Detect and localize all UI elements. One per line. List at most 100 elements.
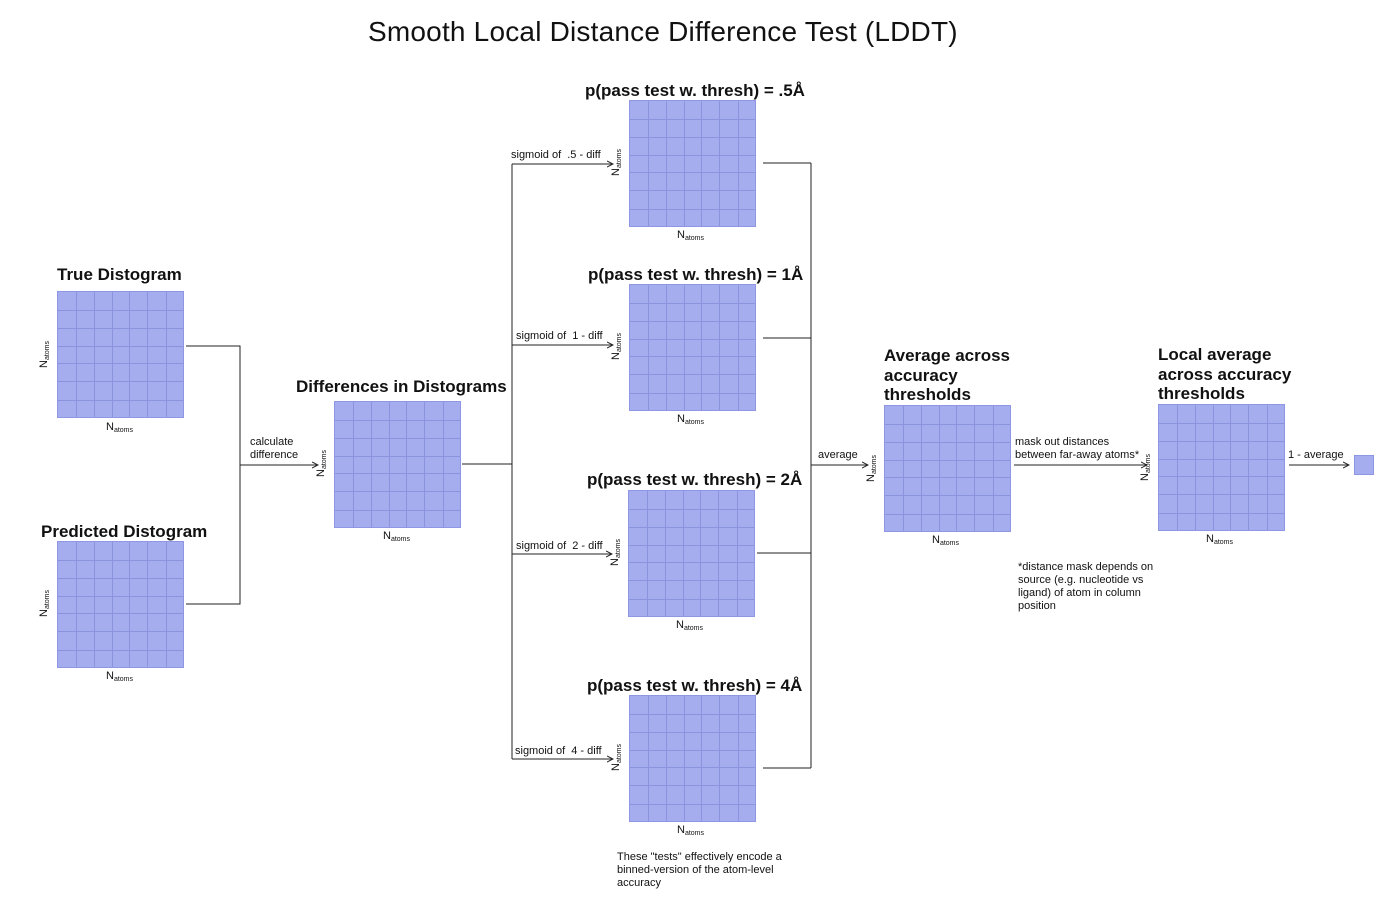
grid-line (717, 491, 719, 616)
grid-line (885, 459, 1010, 461)
grid-line (666, 285, 668, 410)
pass-4-grid (629, 695, 756, 822)
average-title-line: Average across (884, 346, 1011, 365)
grid-line (58, 309, 183, 311)
local-average-title: Local average across accuracy thresholds (1158, 345, 1291, 404)
grid-line (58, 649, 183, 651)
grid-line (885, 477, 1010, 479)
grid-line (630, 749, 755, 751)
axis-label-x: Natoms (106, 421, 134, 434)
true-distogram-grid (57, 291, 184, 418)
average-grid (884, 405, 1011, 532)
grid-line (58, 363, 183, 365)
grid-line (335, 509, 460, 511)
grid-line (647, 285, 649, 410)
grid-line (1159, 476, 1284, 478)
local-average-grid (1158, 404, 1285, 531)
grid-line (629, 508, 754, 510)
pass-05-title: p(pass test w. thresh) = .5Å (585, 81, 805, 100)
grid-line (630, 713, 755, 715)
grid-line (129, 542, 131, 667)
grid-line (701, 101, 703, 226)
sigmoid-1-label: sigmoid of 1 - diff (516, 330, 603, 342)
grid-line (1159, 493, 1284, 495)
grid-line (58, 380, 183, 382)
local-average-title-line: thresholds (1158, 384, 1245, 403)
average-edge-label: average (818, 449, 858, 461)
grid-line (58, 559, 183, 561)
grid-line (630, 392, 755, 394)
axis-label-x: Natoms (1206, 533, 1234, 546)
distance-mask-note: *distance mask depends on source (e.g. n… (1018, 561, 1154, 612)
pass-2-title: p(pass test w. thresh) = 2Å (587, 470, 803, 489)
grid-line (630, 189, 755, 191)
grid-line (666, 696, 668, 821)
grid-line (885, 513, 1010, 515)
grid-line (388, 402, 390, 527)
final-scalar-square (1354, 455, 1374, 475)
grid-line (442, 402, 444, 527)
grid-line (1176, 405, 1178, 530)
predicted-distogram-grid (57, 541, 184, 668)
axis-label-x: Natoms (676, 619, 704, 632)
grid-line (1195, 405, 1197, 530)
grid-line (58, 578, 183, 580)
diagram-title: Smooth Local Distance Difference Test (L… (368, 16, 958, 47)
grid-line (129, 292, 131, 417)
grid-line (629, 527, 754, 529)
grid-line (335, 473, 460, 475)
grid-line (700, 491, 702, 616)
local-average-title-line: Local average (1158, 345, 1272, 364)
grid-line (630, 321, 755, 323)
grid-line (718, 696, 720, 821)
pass-4-title: p(pass test w. thresh) = 4Å (587, 676, 803, 695)
grid-line (956, 406, 958, 531)
grid-line (737, 285, 739, 410)
grid-line (736, 491, 738, 616)
edge-label-line: difference (250, 449, 299, 461)
sigmoid-05-label: sigmoid of .5 - diff (511, 149, 601, 161)
grid-line (630, 172, 755, 174)
grid-line (630, 373, 755, 375)
grid-line (647, 101, 649, 226)
grid-line (718, 101, 720, 226)
edge-label-line: mask out distances (1015, 436, 1110, 448)
grid-line (146, 542, 148, 667)
grid-line (335, 438, 460, 440)
grid-line (630, 803, 755, 805)
grid-line (647, 696, 649, 821)
grid-line (665, 491, 667, 616)
grid-line (630, 732, 755, 734)
wire-true-to-merge (186, 345, 241, 605)
grid-line (683, 696, 685, 821)
grid-line (371, 402, 373, 527)
grid-line (683, 101, 685, 226)
edge-label-line: between far-away atoms* (1015, 449, 1140, 461)
pass-1-title: p(pass test w. thresh) = 1Å (588, 265, 804, 284)
grid-line (630, 356, 755, 358)
grid-line (165, 292, 167, 417)
grid-line (701, 696, 703, 821)
grid-line (335, 490, 460, 492)
grid-line (58, 613, 183, 615)
grid-line (630, 784, 755, 786)
grid-line (352, 402, 354, 527)
grid-line (629, 544, 754, 546)
axis-label-x: Natoms (932, 534, 960, 547)
grid-line (75, 292, 77, 417)
average-title-line: thresholds (884, 385, 971, 404)
grid-line (111, 542, 113, 667)
grid-line (666, 101, 668, 226)
grid-line (94, 542, 96, 667)
grid-line (423, 402, 425, 527)
grid-line (630, 767, 755, 769)
grid-line (630, 208, 755, 210)
grid-line (75, 542, 77, 667)
grid-line (630, 154, 755, 156)
edge-label-line: calculate (250, 436, 294, 448)
grid-line (629, 562, 754, 564)
axis-label-x: Natoms (677, 229, 705, 242)
average-title-line: accuracy (884, 365, 958, 385)
differences-title: Differences in Distograms (296, 377, 507, 396)
